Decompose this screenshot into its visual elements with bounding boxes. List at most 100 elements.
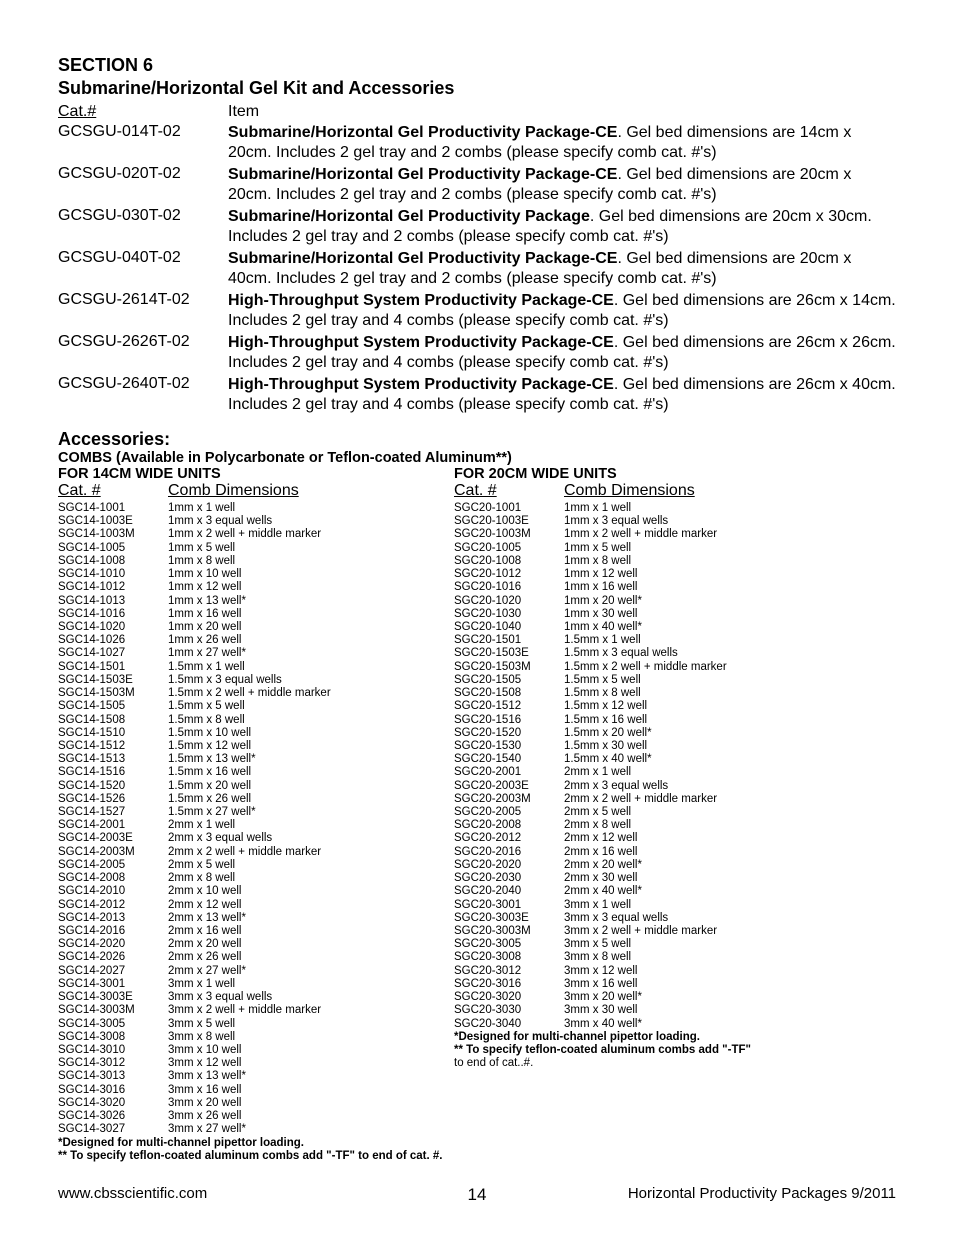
cat-number: GCSGU-014T-02: [58, 123, 228, 163]
header-item: Item: [228, 103, 259, 121]
comb-row: SGC14-10081mm x 8 well: [58, 555, 454, 568]
comb-cat: SGC20-1001: [454, 502, 564, 515]
comb-row: SGC14-30133mm x 13 well*: [58, 1070, 454, 1083]
comb-row: SGC14-1503M1.5mm x 2 well + middle marke…: [58, 687, 454, 700]
comb-cat: SGC14-1503E: [58, 674, 168, 687]
comb-cat: SGC14-1005: [58, 542, 168, 555]
comb-row: SGC20-10011mm x 1 well: [454, 502, 896, 515]
comb-cat: SGC20-1530: [454, 740, 564, 753]
comb-cat: SGC20-2005: [454, 806, 564, 819]
comb-row: SGC14-30103mm x 10 well: [58, 1044, 454, 1057]
comb-dim: 1.5mm x 3 equal wells: [168, 674, 454, 687]
comb-row: SGC20-20052mm x 5 well: [454, 806, 896, 819]
comb-head-right: Cat. # Comb Dimensions: [454, 482, 896, 500]
comb-row: SGC20-10081mm x 8 well: [454, 555, 896, 568]
section-subtitle: Submarine/Horizontal Gel Kit and Accesso…: [58, 78, 896, 99]
units-left: FOR 14CM WIDE UNITS: [58, 466, 454, 482]
comb-dim: 3mm x 20 well: [168, 1097, 454, 1110]
footer-right: Horizontal Productivity Packages 9/2011: [526, 1185, 896, 1205]
comb-dim: 3mm x 2 well + middle marker: [564, 925, 896, 938]
main-table-header: Cat.# Item: [58, 103, 896, 121]
comb-dim: 1.5mm x 12 well: [168, 740, 454, 753]
comb-dim: 1mm x 2 well + middle marker: [168, 528, 454, 541]
comb-dim: 3mm x 16 well: [564, 978, 896, 991]
comb-dim: 1mm x 13 well*: [168, 595, 454, 608]
comb-cat: SGC14-1020: [58, 621, 168, 634]
comb-dim: 3mm x 40 well*: [564, 1018, 896, 1031]
comb-dim: 3mm x 10 well: [168, 1044, 454, 1057]
comb-head-dim: Comb Dimensions: [564, 482, 695, 500]
comb-dim: 2mm x 20 well: [168, 938, 454, 951]
comb-row: SGC20-30403mm x 40 well*: [454, 1018, 896, 1031]
comb-cat: SGC14-3027: [58, 1123, 168, 1136]
combs-col-right: Cat. # Comb Dimensions SGC20-10011mm x 1…: [454, 482, 896, 1163]
comb-cat: SGC20-2016: [454, 846, 564, 859]
comb-cat: SGC20-1003M: [454, 528, 564, 541]
comb-row: SGC20-10161mm x 16 well: [454, 581, 896, 594]
comb-row: SGC14-2003M2mm x 2 well + middle marker: [58, 846, 454, 859]
comb-cat: SGC14-2003E: [58, 832, 168, 845]
comb-dim: 3mm x 5 well: [168, 1018, 454, 1031]
comb-cat: SGC14-2005: [58, 859, 168, 872]
combs-col-left: Cat. # Comb Dimensions SGC14-10011mm x 1…: [58, 482, 454, 1163]
item-description: High-Throughput System Productivity Pack…: [228, 291, 896, 331]
comb-dim: 2mm x 5 well: [564, 806, 896, 819]
comb-row: SGC14-30263mm x 26 well: [58, 1110, 454, 1123]
comb-dim: 2mm x 8 well: [564, 819, 896, 832]
comb-row: SGC14-30083mm x 8 well: [58, 1031, 454, 1044]
comb-dim: 1.5mm x 10 well: [168, 727, 454, 740]
comb-cat: SGC20-2020: [454, 859, 564, 872]
combs-columns: Cat. # Comb Dimensions SGC14-1001 1mm x 1…: [58, 482, 896, 1163]
comb-row: SGC14-15261.5mm x 26 well: [58, 793, 454, 806]
left-notes: *Designed for multi-channel pipettor loa…: [58, 1137, 454, 1163]
cat-number: GCSGU-2614T-02: [58, 291, 228, 331]
footnote: *Designed for multi-channel pipettor loa…: [454, 1031, 896, 1044]
comb-cat: SGC20-3030: [454, 1004, 564, 1017]
comb-cat: SGC14-1003E: [58, 515, 168, 528]
comb-cat: SGC14-2016: [58, 925, 168, 938]
comb-cat: SGC20-3020: [454, 991, 564, 1004]
comb-row: SGC14-30053mm x 5 well: [58, 1018, 454, 1031]
comb-cat: SGC20-3016: [454, 978, 564, 991]
footer: www.cbsscientific.com 14 Horizontal Prod…: [58, 1185, 896, 1205]
comb-row: SGC14-20272mm x 27 well*: [58, 965, 454, 978]
item-description: Submarine/Horizontal Gel Productivity Pa…: [228, 249, 896, 289]
comb-dim: 1.5mm x 1 well: [564, 634, 896, 647]
comb-row: SGC14-1003M1mm x 2 well + middle marker: [58, 528, 454, 541]
comb-cat: SGC20-3001: [454, 899, 564, 912]
table-row: GCSGU-014T-02Submarine/Horizontal Gel Pr…: [58, 123, 896, 163]
comb-row: SGC14-15081.5mm x 8 well: [58, 714, 454, 727]
comb-row: SGC14-15051.5mm x 5 well: [58, 700, 454, 713]
comb-dim: 3mm x 8 well: [168, 1031, 454, 1044]
comb-dim: 2mm x 2 well + middle marker: [564, 793, 896, 806]
comb-dim: 3mm x 8 well: [564, 951, 896, 964]
comb-cat: SGC20-2008: [454, 819, 564, 832]
comb-cat: SGC14-3013: [58, 1070, 168, 1083]
header-cat: Cat.#: [58, 103, 228, 121]
comb-cat: SGC14-3005: [58, 1018, 168, 1031]
comb-dim: 3mm x 27 well*: [168, 1123, 454, 1136]
comb-row: SGC14-15131.5mm x 13 well*: [58, 753, 454, 766]
comb-dim: 1mm x 3 equal wells: [168, 515, 454, 528]
footnote: to end of cat..#.: [454, 1057, 896, 1070]
comb-row: SGC20-1503E1.5mm x 3 equal wells: [454, 647, 896, 660]
item-description: Submarine/Horizontal Gel Productivity Pa…: [228, 207, 896, 247]
comb-row: SGC14-10201mm x 20 well: [58, 621, 454, 634]
comb-cat: SGC20-1501: [454, 634, 564, 647]
comb-dim: 1.5mm x 13 well*: [168, 753, 454, 766]
comb-row: SGC20-30013mm x 1 well: [454, 899, 896, 912]
comb-cat: SGC14-2020: [58, 938, 168, 951]
comb-cat: SGC14-1501: [58, 661, 168, 674]
comb-dim: 1mm x 5 well: [168, 542, 454, 555]
comb-cat: SGC14-1508: [58, 714, 168, 727]
comb-dim: 1mm x 12 well: [168, 581, 454, 594]
comb-cat: SGC14-2010: [58, 885, 168, 898]
cat-number: GCSGU-030T-02: [58, 207, 228, 247]
comb-dim: 2mm x 1 well: [564, 766, 896, 779]
comb-cat: SGC20-1505: [454, 674, 564, 687]
comb-row: SGC14-15011.5mm x 1 well: [58, 661, 454, 674]
comb-dim: 1.5mm x 16 well: [168, 766, 454, 779]
comb-cat: SGC14-1001: [58, 502, 168, 515]
comb-row: SGC20-30053mm x 5 well: [454, 938, 896, 951]
table-row: GCSGU-2614T-02High-Throughput System Pro…: [58, 291, 896, 331]
